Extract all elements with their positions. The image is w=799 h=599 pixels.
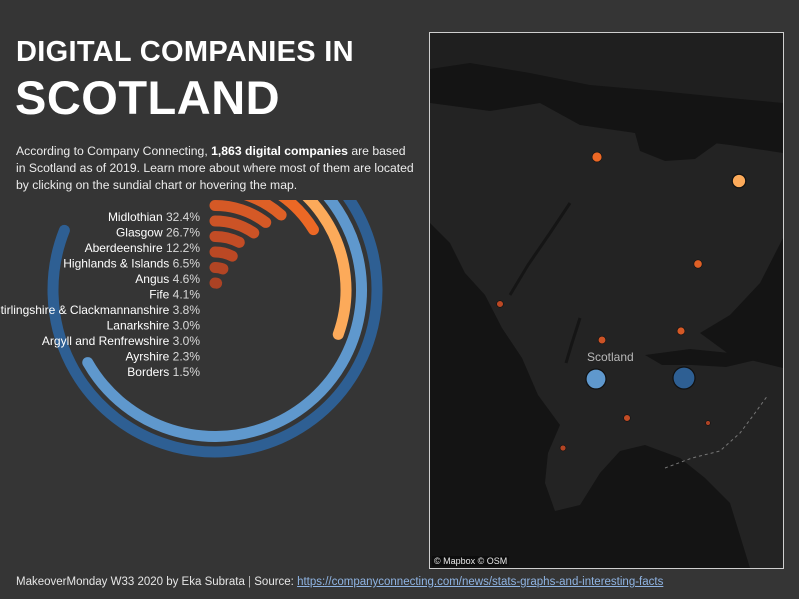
footer: MakeoverMonday W33 2020 by Eka Subrata |… [16,576,663,588]
footer-credit: MakeoverMonday W33 2020 by Eka Subrata [16,576,245,588]
sundial-arc-0[interactable] [47,200,383,458]
sundial-label-value-8: 3.0% [173,334,201,348]
sundial-label-6[interactable]: Stirlingshire & Clackmannanshire 3.8% [0,303,200,317]
land-mass [430,103,783,568]
sundial-label-value-6: 3.8% [173,303,201,317]
sundial-label-7[interactable]: Lanarkshire 3.0% [107,319,201,333]
sea-firth-forth [645,349,760,367]
sundial-arc-1[interactable] [82,200,367,442]
page-title-line1: DIGITAL COMPANIES IN [16,36,354,68]
sundial-label-value-4: 4.6% [173,272,201,286]
sundial-label-name-0: Midlothian [108,210,166,224]
land-mass-north [430,33,783,103]
sundial-label-name-8: Argyll and Renfrewshire [42,334,173,348]
map-point-5[interactable] [676,326,686,336]
loch-lomond [564,317,582,364]
map-point-0[interactable] [672,366,696,390]
map-point-10[interactable] [705,420,711,426]
map-point-4[interactable] [693,259,703,269]
sundial-arc-5[interactable] [209,200,272,228]
sundial-label-5[interactable]: Fife 4.1% [149,288,200,302]
sundial-label-0[interactable]: Midlothian 32.4% [108,210,200,224]
sundial-label-value-1: 26.7% [166,226,200,240]
map-point-9[interactable] [559,444,567,452]
sundial-label-9[interactable]: Ayrshire 2.3% [126,350,201,364]
sundial-label-2[interactable]: Aberdeenshire 12.2% [85,241,201,255]
sundial-arc-8[interactable] [209,246,238,262]
map-point-2[interactable] [731,173,747,189]
sea-moray-firth [635,133,720,161]
sundial-label-name-10: Borders [127,365,172,379]
sundial-label-4[interactable]: Angus 4.6% [135,272,200,286]
sundial-chart[interactable]: Midlothian 32.4%Glasgow 26.7%Aberdeenshi… [0,200,430,570]
sundial-label-value-7: 3.0% [173,319,201,333]
great-glen [508,202,572,296]
sundial-label-name-1: Glasgow [116,226,166,240]
sundial-arc-6[interactable] [209,215,260,239]
sundial-label-value-2: 12.2% [166,241,200,255]
page-title-line2: SCOTLAND [15,71,281,124]
sundial-label-name-5: Fife [149,288,172,302]
sundial-label-name-9: Ayrshire [126,350,173,364]
sundial-arc-2[interactable] [215,200,352,340]
map-point-8[interactable] [496,300,504,308]
map-attribution[interactable]: © Mapbox © OSM [432,556,510,566]
sundial-label-value-3: 6.5% [173,257,201,271]
map-point-7[interactable] [623,414,631,422]
sundial-arc-3[interactable] [215,200,319,236]
map-point-6[interactable] [597,335,607,345]
description-part2: are based in Scotland as of 2019. Learn … [16,144,414,192]
sundial-label-value-9: 2.3% [173,350,201,364]
scotland-map[interactable]: Scotland © Mapbox © OSM [429,32,784,569]
sundial-label-name-2: Aberdeenshire [85,241,166,255]
sundial-arc-7[interactable] [209,231,245,248]
sundial-label-1[interactable]: Glasgow 26.7% [116,226,200,240]
sundial-label-10[interactable]: Borders 1.5% [127,365,200,379]
sundial-label-name-3: Highlands & Islands [63,257,172,271]
sundial-label-value-5: 4.1% [173,288,201,302]
map-region-label: Scotland [587,350,634,364]
sundial-label-name-6: Stirlingshire & Clackmannanshire [0,303,173,317]
sundial-label-name-7: Lanarkshire [107,319,173,333]
sundial-arc-4[interactable] [215,200,287,221]
sundial-arc-9[interactable] [209,262,229,275]
sundial-label-value-10: 1.5% [173,365,201,379]
map-point-1[interactable] [585,368,607,390]
description: According to Company Connecting, 1,863 d… [16,143,416,194]
sundial-label-8[interactable]: Argyll and Renfrewshire 3.0% [42,334,200,348]
map-canvas[interactable]: Scotland [430,33,783,568]
description-part1: According to Company Connecting, [16,144,212,158]
sundial-label-value-0: 32.4% [166,210,200,224]
source-link[interactable]: https://companyconnecting.com/news/stats… [297,576,664,588]
footer-source-label: Source: [254,576,298,588]
footer-separator: | [244,576,255,588]
description-highlight: 1,863 digital companies [211,144,348,158]
sundial-label-name-4: Angus [135,272,172,286]
sundial-label-3[interactable]: Highlands & Islands 6.5% [63,257,200,271]
map-points [496,151,747,452]
map-point-3[interactable] [591,151,603,163]
